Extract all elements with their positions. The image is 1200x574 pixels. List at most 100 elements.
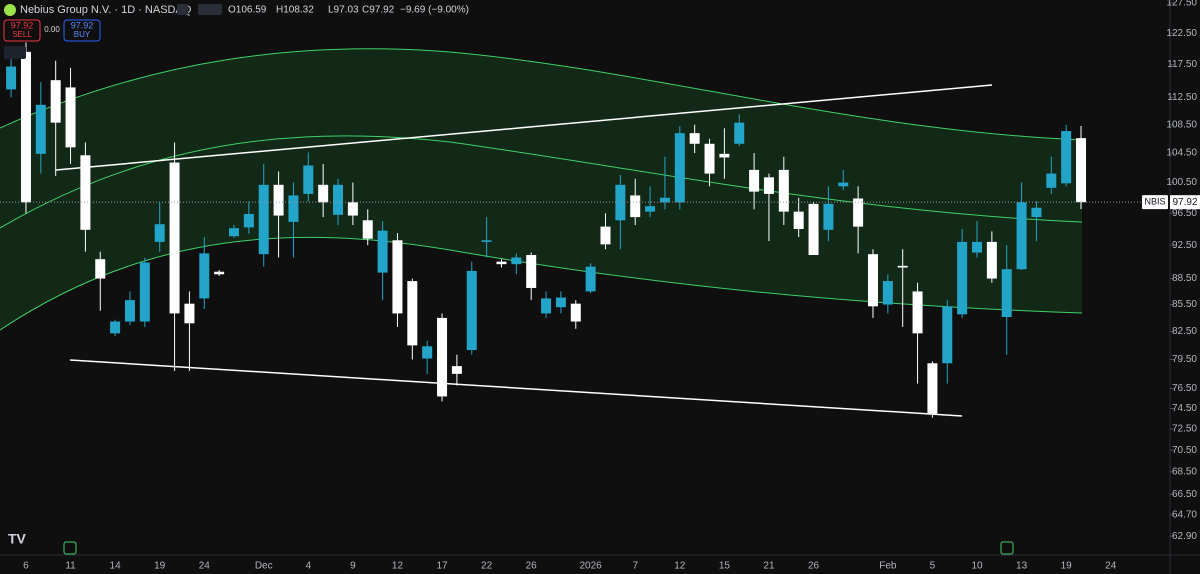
candle-body: [481, 240, 492, 242]
x-tick-label: 24: [1105, 561, 1117, 572]
x-tick-label: 7: [632, 561, 638, 572]
legend-close: C97.92: [362, 5, 395, 16]
y-tick-label: 72.50: [1172, 424, 1197, 435]
symbol-logo: [4, 4, 16, 16]
x-tick-label: Dec: [255, 561, 273, 572]
earnings-icon[interactable]: [63, 541, 77, 555]
y-tick-label: 100.50: [1166, 177, 1197, 188]
y-tick-label: 117.50: [1167, 59, 1197, 70]
x-tick-label: Feb: [879, 561, 897, 572]
x-tick-label: 2026: [580, 561, 603, 572]
sell-price: 97.92: [11, 20, 34, 30]
candle-body: [347, 202, 358, 216]
legend-change: −9.69 (−9.00%): [400, 5, 469, 16]
candle-body: [258, 184, 269, 255]
candle-body: [377, 230, 388, 273]
trend-line: [69, 359, 963, 417]
x-tick-label: 21: [763, 561, 775, 572]
buy-label: BUY: [74, 30, 91, 39]
candle-body: [704, 143, 715, 174]
candle-body: [912, 291, 923, 334]
y-tick-label: 122.50: [1166, 28, 1197, 39]
candle-body: [585, 266, 596, 292]
x-tick-label: 22: [481, 561, 493, 572]
candle-body: [362, 220, 373, 239]
y-tick-label: 82.50: [1172, 326, 1197, 337]
x-tick-label: 6: [23, 561, 29, 572]
candles: [6, 42, 1087, 418]
x-tick-label: 4: [306, 561, 312, 572]
candle-body: [50, 80, 61, 123]
y-tick-label: 85.50: [1172, 299, 1197, 310]
candle-body: [927, 363, 938, 414]
candle-body: [867, 254, 878, 307]
sell-button[interactable]: [3, 19, 41, 42]
candle-body: [273, 184, 284, 216]
candle-body: [124, 300, 135, 322]
candle-body: [110, 321, 121, 334]
candle-body: [882, 281, 893, 305]
candle-body: [526, 255, 537, 288]
candle-body: [630, 195, 641, 218]
y-tick-label: 127.50: [1166, 0, 1197, 9]
channel-upper: [0, 48, 1083, 141]
y-tick-label: 104.50: [1166, 148, 1197, 159]
candle-body: [942, 306, 953, 364]
x-tick-label: 12: [392, 561, 404, 572]
candle-body: [333, 184, 344, 215]
candle-body: [808, 203, 819, 256]
collapse-toggle[interactable]: [4, 46, 26, 59]
icon[interactable]: [198, 4, 222, 15]
candle-body: [719, 153, 730, 158]
candle-body: [318, 184, 329, 203]
earnings-icon[interactable]: [1000, 541, 1014, 555]
candle-body: [853, 198, 864, 227]
icon[interactable]: [177, 4, 188, 15]
x-tick-label: 19: [1061, 561, 1073, 572]
candle-body: [466, 270, 477, 351]
candle-body: [972, 241, 982, 253]
x-tick-label: 11: [65, 561, 76, 572]
x-tick-label: 15: [719, 561, 731, 572]
candle-body: [570, 303, 581, 322]
x-tick-label: 17: [436, 561, 448, 572]
candle-body: [199, 253, 210, 299]
tv-logo: TV: [8, 531, 27, 547]
spread: 0.00: [44, 25, 60, 34]
candle-body: [496, 261, 507, 265]
y-tick-label: 68.50: [1172, 467, 1197, 478]
candle-body: [20, 51, 31, 203]
candle-body: [437, 317, 448, 397]
candle-body: [986, 241, 997, 279]
candle-body: [214, 271, 225, 275]
candle-body: [600, 226, 611, 245]
candle-body: [897, 265, 908, 268]
candle-body: [392, 240, 403, 314]
candle-body: [1001, 269, 1012, 318]
candle-body: [95, 259, 106, 279]
candle-body: [139, 262, 150, 322]
candle-body: [763, 177, 774, 194]
candle-body: [659, 197, 670, 203]
candle-body: [229, 228, 239, 237]
y-tick-label: 88.50: [1172, 273, 1197, 284]
x-tick-label: 10: [971, 561, 983, 572]
candle-body: [838, 182, 849, 187]
candle-body: [511, 257, 522, 265]
x-tick-label: 12: [674, 561, 686, 572]
candle-body: [1061, 131, 1072, 184]
y-tick-label: 96.50: [1172, 208, 1197, 219]
candle-body: [957, 241, 968, 315]
candle-body: [778, 169, 789, 212]
candle-body: [645, 206, 656, 212]
y-tick-label: 108.50: [1166, 119, 1197, 130]
channel-fill: [0, 48, 1082, 331]
candle-body: [1016, 202, 1027, 270]
candle-body: [288, 195, 299, 222]
candle-body: [6, 66, 17, 90]
candle-body: [80, 155, 91, 230]
buy-button[interactable]: [63, 19, 101, 42]
y-tick-label: 62.90: [1172, 531, 1197, 542]
price-badge: [1170, 195, 1200, 210]
